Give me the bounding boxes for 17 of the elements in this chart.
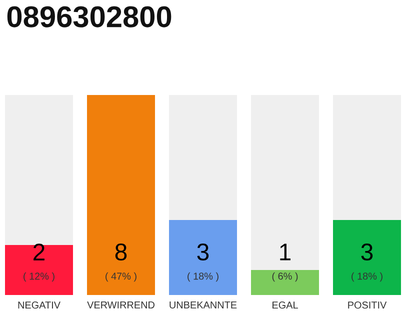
annotation: ( 18% ) (352, 272, 382, 282)
x-tick-label: VERWIRREND (87, 302, 154, 308)
x-tick-label: UNBEKANNTE (170, 302, 237, 308)
data-label: 2 (34, 244, 44, 260)
x-tick-label: POSITIV (348, 302, 387, 309)
chart-title: 0896302800 (7, 6, 172, 28)
data-label: 1 (280, 244, 290, 260)
data-label: 3 (197, 244, 209, 260)
bar (251, 270, 320, 295)
x-tick-label: NEGATIV (18, 302, 60, 309)
annotation: ( 6% ) (272, 272, 298, 282)
annotation: ( 47% ) (106, 272, 136, 282)
x-tick-label: EGAL (272, 302, 298, 309)
annotation: ( 12% ) (24, 272, 54, 282)
annotation: ( 18% ) (188, 272, 218, 282)
data-label: 8 (115, 244, 127, 260)
data-label: 3 (361, 244, 373, 260)
